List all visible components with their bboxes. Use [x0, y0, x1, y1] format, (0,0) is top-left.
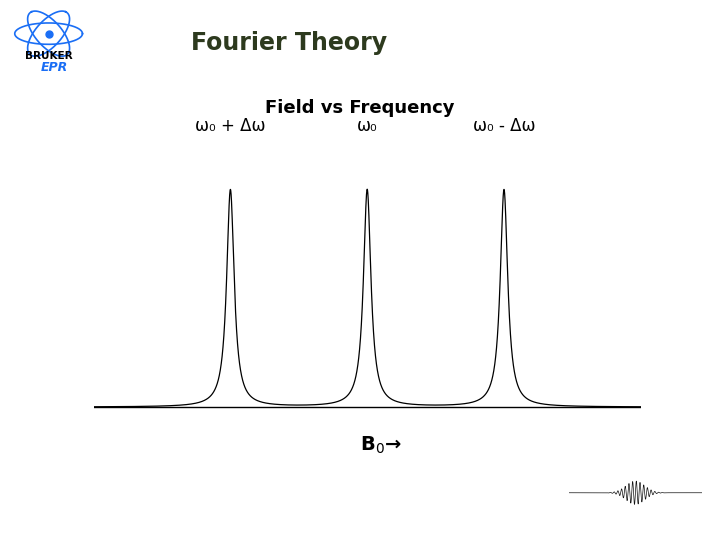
Text: Fourier Theory: Fourier Theory — [191, 31, 387, 55]
Text: ω₀ - Δω: ω₀ - Δω — [473, 117, 535, 135]
Text: Field vs Frequency: Field vs Frequency — [265, 99, 455, 117]
Text: B$_0$→: B$_0$→ — [360, 435, 402, 456]
Text: ω₀ + Δω: ω₀ + Δω — [195, 117, 266, 135]
Text: EPR: EPR — [40, 61, 68, 74]
Text: ω₀: ω₀ — [357, 117, 377, 135]
Text: BRUKER: BRUKER — [24, 51, 73, 61]
